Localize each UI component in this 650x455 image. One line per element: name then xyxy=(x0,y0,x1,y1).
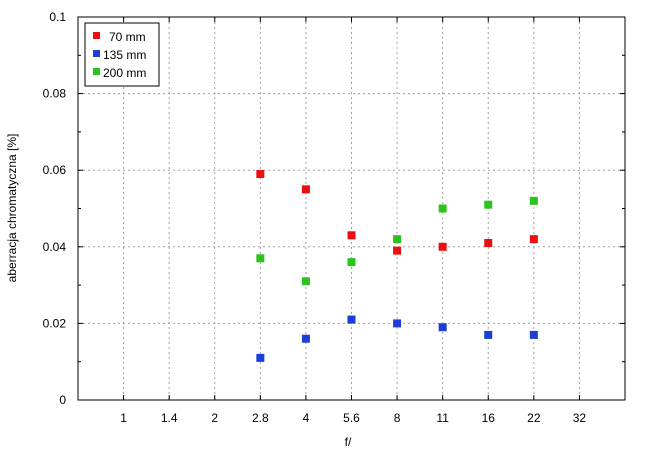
data-point-135mm xyxy=(484,330,493,339)
data-point-70mm xyxy=(438,242,447,251)
data-point-70mm xyxy=(393,246,402,255)
y-tick-label: 0.04 xyxy=(43,240,67,254)
y-tick-label: 0.1 xyxy=(49,10,66,24)
y-tick-label: 0.06 xyxy=(43,163,67,177)
x-tick-label: 16 xyxy=(482,411,496,425)
data-point-200mm xyxy=(256,254,265,263)
x-tick-labels: 1 1.4 2 2.8 4 5.6 8 11 16 22 32 xyxy=(120,411,586,425)
data-point-200mm xyxy=(347,258,356,267)
data-point-200mm xyxy=(529,196,538,205)
data-point-135mm xyxy=(529,330,538,339)
x-axis-title: f/ xyxy=(345,435,352,449)
y-tick-label: 0.02 xyxy=(43,316,67,330)
x-tick-label: 11 xyxy=(436,411,449,425)
data-point-135mm xyxy=(347,315,356,324)
data-point-135mm xyxy=(301,334,310,343)
legend: 70 mm 135 mm 200 mm xyxy=(84,22,160,87)
legend-label-70mm: 70 mm xyxy=(109,30,146,44)
data-points xyxy=(256,170,538,362)
legend-marker-70mm xyxy=(93,32,100,39)
y-tick-labels: 0 0.02 0.04 0.06 0.08 0.1 xyxy=(43,10,67,407)
legend-label-200mm: 200 mm xyxy=(103,66,146,80)
x-tick-label: 2 xyxy=(211,411,218,425)
legend-marker-200mm xyxy=(93,68,100,75)
x-tick-label: 22 xyxy=(527,411,541,425)
x-tick-label: 8 xyxy=(394,411,401,425)
data-point-200mm xyxy=(393,235,402,244)
data-point-70mm xyxy=(301,185,310,194)
data-point-200mm xyxy=(438,204,447,213)
data-point-70mm xyxy=(347,231,356,240)
grid-lines xyxy=(78,17,625,400)
axis-ticks xyxy=(78,16,625,401)
x-tick-label: 5.6 xyxy=(343,411,360,425)
data-point-70mm xyxy=(529,235,538,244)
legend-label-135mm: 135 mm xyxy=(103,48,146,62)
x-tick-label: 1 xyxy=(120,411,127,425)
legend-marker-135mm xyxy=(93,50,100,57)
y-axis-title: aberracja chromatyczna [%] xyxy=(5,134,19,283)
data-point-135mm xyxy=(256,353,265,362)
data-point-70mm xyxy=(256,170,265,179)
data-point-135mm xyxy=(393,319,402,328)
y-tick-label: 0.08 xyxy=(43,87,67,101)
x-tick-label: 2.8 xyxy=(252,411,269,425)
y-tick-label: 0 xyxy=(59,393,66,407)
x-tick-label: 1.4 xyxy=(161,411,178,425)
data-point-200mm xyxy=(301,277,310,286)
data-point-200mm xyxy=(484,200,493,209)
x-tick-label: 32 xyxy=(573,411,587,425)
data-point-135mm xyxy=(438,323,447,332)
data-point-70mm xyxy=(484,238,493,247)
x-tick-label: 4 xyxy=(303,411,310,425)
